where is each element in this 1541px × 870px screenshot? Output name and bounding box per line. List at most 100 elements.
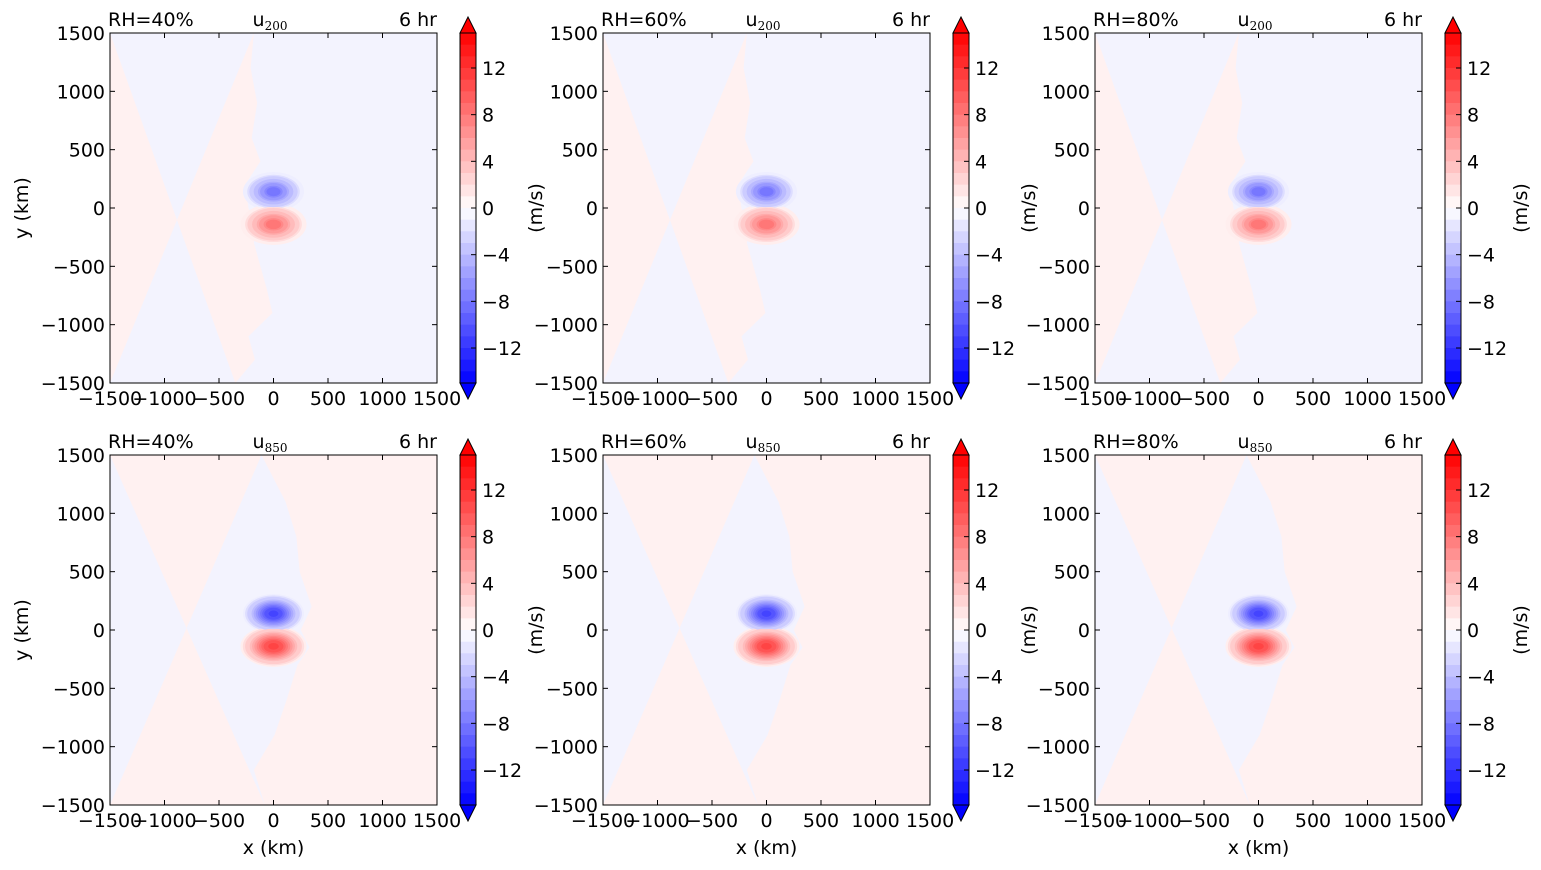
- colorbar-band: [953, 254, 969, 267]
- panel-variable-label: u200: [746, 9, 781, 33]
- colorbar-band: [953, 219, 969, 232]
- colorbar-extend-min: [459, 382, 477, 401]
- y-tick-label: −1000: [41, 315, 105, 337]
- colorbar-band: [1445, 184, 1461, 197]
- colorbar-band: [953, 231, 969, 244]
- y-tick-label: 1500: [57, 445, 105, 467]
- panel-rh-label: RH=40%: [108, 9, 194, 31]
- y-tick-label: −1500: [534, 373, 598, 395]
- x-tick-label: −1500: [78, 810, 142, 832]
- colorbar-band: [460, 711, 476, 724]
- colorbar-band: [953, 478, 969, 491]
- colorbar-band: [460, 91, 476, 104]
- colorbar-tick-label: −4: [1467, 667, 1495, 689]
- y-tick-label: 0: [1078, 198, 1090, 220]
- colorbar-band: [953, 758, 969, 771]
- colorbar-band: [953, 266, 969, 279]
- colorbar-band: [953, 56, 969, 69]
- subplot-1-2: −1500−1000−500 0 500 1000 1500−1500−1000−500…: [1026, 431, 1532, 859]
- colorbar-band: [460, 138, 476, 151]
- background-west: [1095, 33, 1258, 383]
- colorbar-band: [460, 746, 476, 759]
- colorbar-extend-max: [459, 15, 477, 34]
- colorbar-band: [1445, 653, 1461, 666]
- y-tick-label: −1500: [41, 795, 105, 817]
- colorbar-band: [460, 653, 476, 666]
- plot-area: [110, 455, 437, 805]
- colorbar-band: [1445, 44, 1461, 57]
- y-tick-label: −1500: [534, 795, 598, 817]
- x-tick-label: 1500: [1398, 388, 1446, 410]
- y-tick-label: −1000: [41, 737, 105, 759]
- colorbar-band: [1445, 723, 1461, 736]
- plot-area: [603, 33, 930, 383]
- colorbar-band: [460, 126, 476, 139]
- colorbar-tick-label: 12: [975, 58, 999, 80]
- colorbar-tick-label: 0: [1467, 198, 1479, 220]
- colorbar-band: [460, 571, 476, 584]
- y-tick-label: −500: [53, 256, 105, 278]
- colorbar-band: [460, 196, 476, 209]
- y-tick-label: 1000: [550, 503, 598, 525]
- colorbar-tick-label: 4: [482, 151, 494, 173]
- colorbar-tick-label: −8: [975, 291, 1003, 313]
- colorbar-tick-label: 4: [1467, 573, 1479, 595]
- colorbar-band: [460, 56, 476, 69]
- y-tick-label: 1500: [1042, 445, 1090, 467]
- colorbar-band: [1445, 665, 1461, 678]
- x-tick-label: −1000: [1117, 388, 1181, 410]
- contour-positive: [761, 221, 772, 228]
- colorbar-tick-label: −8: [975, 713, 1003, 735]
- colorbar-band: [1445, 548, 1461, 561]
- panel-rh-label: RH=60%: [601, 9, 687, 31]
- colorbar-band: [953, 490, 969, 503]
- colorbar-band: [460, 278, 476, 291]
- colorbar-band: [460, 289, 476, 302]
- colorbar-tick-label: 12: [482, 480, 506, 502]
- contour-negative: [761, 188, 772, 195]
- colorbar-label: (m/s): [1018, 183, 1040, 233]
- panel-variable-label: u200: [1238, 9, 1273, 33]
- colorbar-band: [460, 478, 476, 491]
- colorbar-band: [460, 560, 476, 573]
- colorbar-extend-max: [952, 15, 970, 34]
- colorbar-band: [1445, 478, 1461, 491]
- colorbar-band: [460, 184, 476, 197]
- colorbar-tick-label: −8: [482, 291, 510, 313]
- panel-rh-label: RH=60%: [601, 431, 687, 453]
- colorbar-band: [460, 266, 476, 279]
- background-west: [603, 33, 766, 383]
- colorbar-extend-min: [1444, 804, 1462, 823]
- colorbar-band: [460, 79, 476, 92]
- colorbar-band: [1445, 324, 1461, 337]
- background-west: [1095, 455, 1297, 805]
- colorbar-band: [1445, 278, 1461, 291]
- colorbar-band: [460, 33, 476, 46]
- colorbar-band: [460, 700, 476, 713]
- colorbar-band: [460, 770, 476, 783]
- background-west: [110, 455, 312, 805]
- colorbar-tick-label: 4: [1467, 151, 1479, 173]
- y-tick-label: −500: [1038, 678, 1090, 700]
- x-tick-label: −500: [686, 388, 738, 410]
- colorbar-tick-label: −12: [482, 338, 522, 360]
- colorbar-band: [1445, 583, 1461, 596]
- plot-area: [603, 455, 930, 805]
- colorbar-band: [953, 196, 969, 209]
- colorbar-band: [460, 103, 476, 116]
- panel-rh-label: RH=80%: [1093, 431, 1179, 453]
- colorbar-band: [460, 173, 476, 186]
- colorbar-band: [1445, 746, 1461, 759]
- panel-rh-label: RH=40%: [108, 431, 194, 453]
- y-tick-label: 500: [1054, 140, 1090, 162]
- subplot-1-1: −1500−1000−500 0 500 1000 1500−1500−1000−500…: [534, 431, 1040, 859]
- colorbar-band: [953, 583, 969, 596]
- colorbar-band: [460, 44, 476, 57]
- colorbar: 12 8 4 0 −4 −8 −12 (m/s): [1444, 15, 1532, 401]
- y-tick-label: 1000: [1042, 81, 1090, 103]
- colorbar-band: [1445, 618, 1461, 631]
- colorbar-band: [953, 149, 969, 162]
- x-axis-label: x (km): [1228, 837, 1290, 859]
- colorbar-band: [1445, 466, 1461, 479]
- colorbar-tick-label: 8: [482, 105, 494, 127]
